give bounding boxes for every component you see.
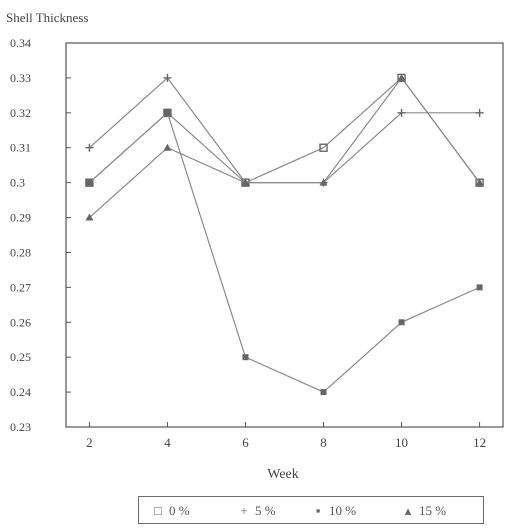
x-axis-label: Week <box>267 467 299 482</box>
y-tick-label: 0.31 <box>10 141 31 155</box>
data-point <box>86 180 92 186</box>
y-tick-label: 0.29 <box>10 211 31 225</box>
y-tick-label: 0.32 <box>10 106 31 120</box>
legend-item: ▪ 10 % <box>311 503 356 519</box>
y-tick-label: 0.26 <box>10 315 31 329</box>
series-0 <box>86 74 483 186</box>
legend-label: 0 % <box>169 503 190 518</box>
legend-item: ▴ 15 % <box>401 503 446 519</box>
data-point <box>163 144 171 151</box>
data-point <box>476 109 484 117</box>
legend-marker-icon: ▪ <box>311 503 325 519</box>
x-tick-label: 10 <box>395 435 408 450</box>
y-tick-label: 0.3 <box>10 176 25 190</box>
data-point <box>321 389 327 395</box>
plot-frame <box>66 43 503 427</box>
series-1 <box>85 74 483 187</box>
x-tick-label: 4 <box>164 435 171 450</box>
y-tick-label: 0.27 <box>10 280 31 294</box>
data-point <box>399 319 405 325</box>
legend-item: □ 0 % <box>151 503 190 519</box>
series-2 <box>86 110 482 395</box>
series-3 <box>85 74 483 221</box>
data-point <box>242 354 248 360</box>
legend-marker-icon: □ <box>151 503 165 519</box>
x-tick-label: 12 <box>473 435 486 450</box>
y-axis-ticks: 0.23 0.24 0.25 0.26 0.27 0.28 0.29 0.3 0.31 0.32 0… <box>10 36 71 434</box>
chart-title: Shell Thickness <box>6 10 88 25</box>
y-tick-label: 0.34 <box>10 36 31 50</box>
legend-marker-icon: ▴ <box>401 503 415 519</box>
plot-area <box>66 43 503 427</box>
data-point <box>477 284 483 290</box>
x-tick-label: 6 <box>242 435 249 450</box>
y-tick-label: 0.33 <box>10 71 31 85</box>
series-layer <box>85 74 483 395</box>
chart-legend: □ 0 % +5 % ▪ 10 % ▴ 15 % <box>138 496 484 524</box>
series-line <box>89 113 479 392</box>
legend-label: 5 % <box>255 503 276 518</box>
y-tick-label: 0.23 <box>10 420 31 434</box>
x-axis-ticks: 2 4 6 8 10 12 <box>86 422 486 450</box>
x-tick-label: 8 <box>320 435 327 450</box>
legend-label: 10 % <box>329 503 356 518</box>
legend-label: 15 % <box>419 503 446 518</box>
y-tick-label: 0.28 <box>10 245 31 259</box>
shell-thickness-chart: Shell Thickness 0.23 0.24 0.25 0.26 0.27 0.28… <box>0 0 527 490</box>
y-tick-label: 0.25 <box>10 350 31 364</box>
series-line <box>89 78 479 218</box>
legend-marker-icon: + <box>237 503 251 519</box>
y-tick-label: 0.24 <box>10 385 31 399</box>
x-tick-label: 2 <box>86 435 93 450</box>
legend-item: +5 % <box>237 503 276 519</box>
data-point <box>164 110 170 116</box>
